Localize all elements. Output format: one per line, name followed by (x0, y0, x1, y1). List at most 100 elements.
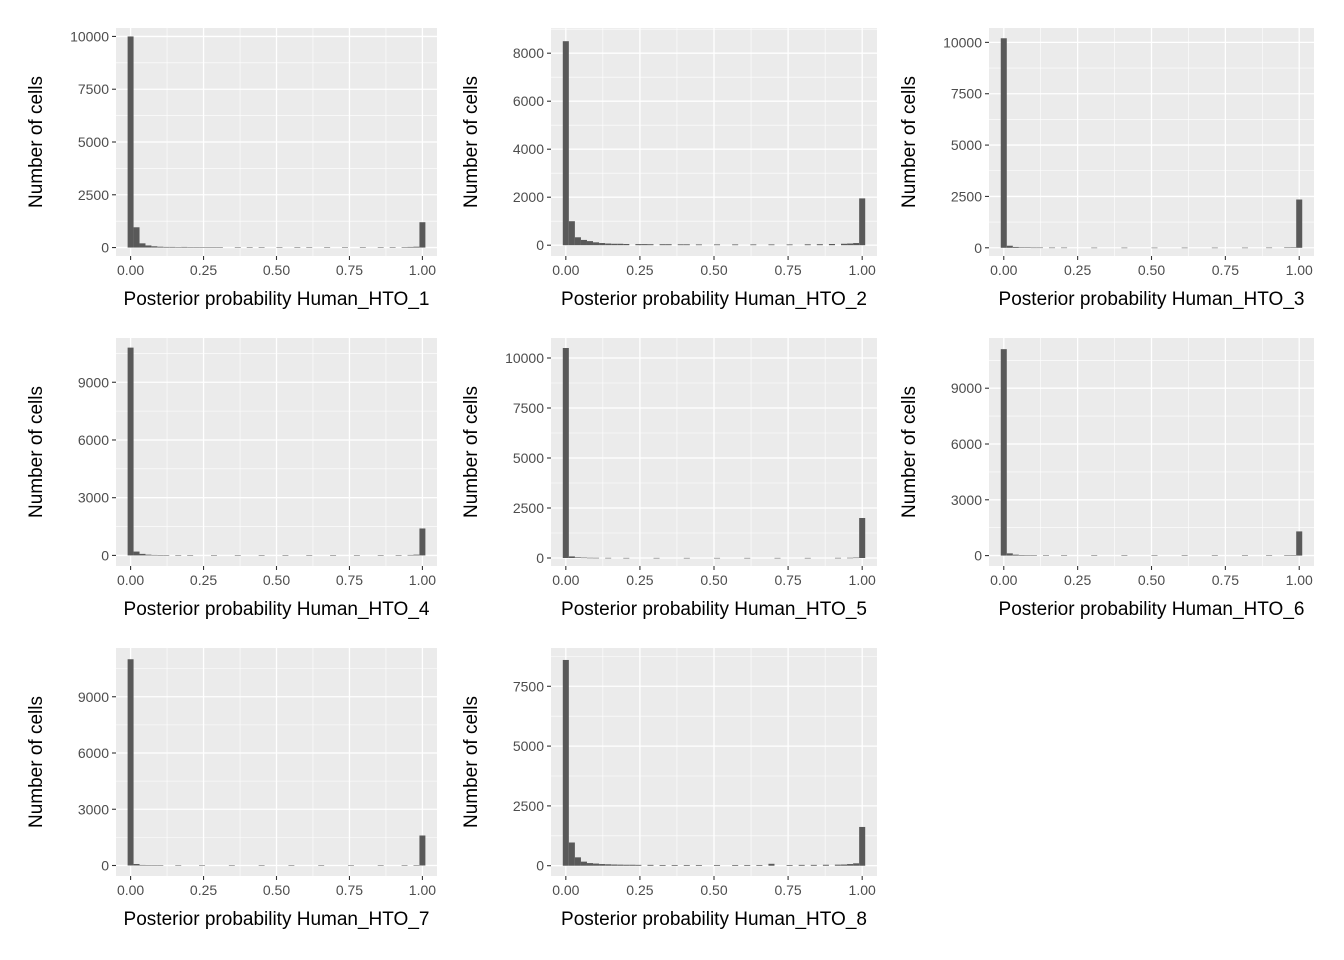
x-tick-label: 0.00 (117, 262, 144, 278)
histogram-bar (407, 554, 414, 556)
histogram-bar (786, 244, 793, 246)
histogram-bar (347, 865, 354, 866)
x-tick-label: 0.25 (1064, 572, 1091, 588)
histogram-bar (306, 555, 313, 556)
histogram-bar (1018, 247, 1025, 248)
histogram-bar (1151, 247, 1158, 249)
x-axis-title: Posterior probability Human_HTO_3 (999, 289, 1305, 310)
histogram-bar (1030, 555, 1037, 556)
x-tick-label: 0.25 (1064, 262, 1091, 278)
x-tick-label: 0.50 (700, 572, 727, 588)
y-tick-label: 3000 (951, 492, 982, 508)
histogram-bar (389, 247, 396, 248)
y-tick-label: 10000 (70, 28, 109, 44)
histogram-bar (133, 227, 140, 248)
histogram-bar (1121, 555, 1128, 556)
histogram-bar (139, 864, 146, 866)
x-tick-label: 1.00 (1286, 572, 1313, 588)
histogram-bar (605, 864, 612, 866)
histogram-bar (744, 557, 751, 559)
histogram-bar (834, 864, 841, 866)
histogram-bar (647, 864, 654, 866)
histogram-bar (798, 864, 805, 866)
x-tick-label: 0.00 (552, 262, 579, 278)
histogram-bar (175, 865, 182, 866)
y-tick-label: 0 (101, 858, 109, 874)
y-tick-label: 2000 (513, 189, 544, 205)
histogram-bar (234, 555, 241, 556)
histogram-bar (580, 861, 587, 866)
x-tick-label: 0.50 (263, 882, 290, 898)
histogram-bar (1012, 554, 1019, 556)
x-tick-label: 0.50 (263, 262, 290, 278)
y-tick-label: 2500 (513, 798, 544, 814)
histogram-bar (695, 864, 702, 866)
histogram-bar (401, 247, 408, 248)
x-tick-label: 0.75 (1212, 262, 1239, 278)
histogram-bar (1006, 553, 1013, 556)
y-tick-label: 10000 (505, 350, 544, 366)
histogram-bar (163, 246, 170, 248)
histogram-bar (151, 865, 158, 866)
histogram-bar (647, 244, 654, 246)
x-tick-label: 0.50 (263, 572, 290, 588)
histogram-bar (593, 242, 600, 246)
histogram-bar (853, 243, 860, 246)
histogram-bar (786, 864, 793, 866)
histogram-bar (653, 557, 660, 559)
y-tick-label: 0 (101, 547, 109, 563)
histogram-bar (605, 557, 612, 559)
histogram-bar (1006, 245, 1013, 248)
histogram-bar (175, 555, 182, 556)
histogram-bar (318, 865, 325, 866)
histogram-bar (841, 864, 848, 866)
histogram-bar (145, 245, 152, 248)
histogram-bar (377, 247, 384, 248)
x-tick-label: 0.50 (700, 262, 727, 278)
histogram-bar (1290, 247, 1297, 248)
y-axis-title: Number of cells (461, 696, 482, 828)
histogram-panel-3: 0.00 0.25 0.50 0.75 1.00 0 2500 5000 7500 10000 Po… (899, 28, 1314, 310)
histogram-bar (187, 555, 194, 556)
histogram-bar (1042, 555, 1050, 556)
histogram-bar (1091, 247, 1098, 249)
histogram-bar (216, 247, 223, 248)
histogram-bar (133, 551, 140, 556)
y-tick-label: 0 (536, 237, 544, 253)
x-tick-label: 0.25 (626, 572, 653, 588)
histogram-bar (810, 864, 817, 866)
histogram-bar (1024, 247, 1031, 248)
histogram-panel-4: 0.00 0.25 0.50 0.75 1.00 0 3000 6000 9000 Posteri… (26, 338, 437, 620)
x-axis-title: Posterior probability Human_HTO_7 (124, 909, 430, 930)
y-axis-title: Number of cells (26, 696, 47, 828)
y-axis-title: Number of cells (26, 386, 47, 518)
y-tick-label: 7500 (951, 86, 982, 102)
histogram-bar (395, 555, 402, 556)
histogram-bar (419, 835, 426, 866)
histogram-bar (683, 244, 690, 246)
histogram-panel-5: 0.00 0.25 0.50 0.75 1.00 0 2500 5000 7500 10000 Po… (461, 338, 877, 620)
x-axis-title: Posterior probability Human_HTO_1 (124, 289, 430, 310)
histogram-bar (413, 865, 420, 866)
histogram-bar (611, 243, 618, 246)
histogram-bar (199, 865, 206, 866)
x-tick-label: 0.75 (1212, 572, 1239, 588)
histogram-bar (1296, 199, 1303, 248)
histogram-bar (605, 243, 612, 246)
y-tick-label: 10000 (943, 34, 982, 50)
x-tick-label: 0.50 (1138, 262, 1165, 278)
histogram-bar (1061, 247, 1068, 249)
histogram-bar (1284, 555, 1291, 556)
histogram-bar (768, 244, 775, 246)
histogram-bar (834, 557, 842, 559)
histogram-bar (258, 247, 265, 248)
histogram-bar (750, 244, 757, 246)
histogram-bar (804, 557, 811, 559)
histogram-bar (623, 864, 630, 866)
histogram-bar (659, 244, 666, 246)
histogram-bar (157, 555, 164, 556)
histogram-bar (1241, 555, 1248, 556)
x-tick-label: 0.00 (117, 882, 144, 898)
x-tick-label: 1.00 (849, 262, 876, 278)
histogram-bar (1151, 555, 1158, 556)
